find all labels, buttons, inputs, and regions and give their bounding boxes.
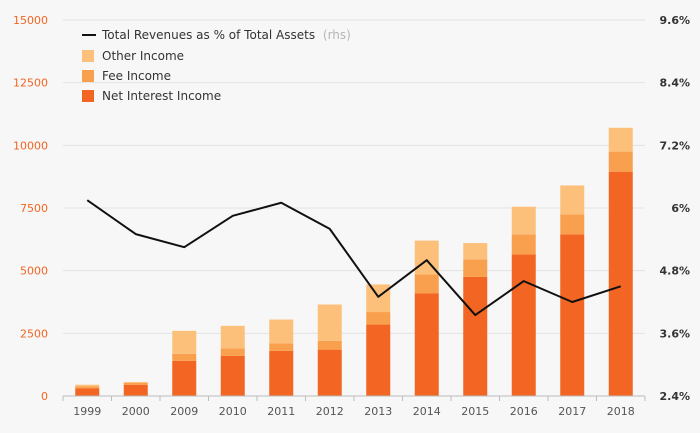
bar-other-income bbox=[511, 206, 536, 235]
grid-lines bbox=[63, 19, 645, 334]
bar-other-income bbox=[317, 304, 342, 341]
bar-fee-income bbox=[317, 340, 342, 350]
right-tick-label: 4.8% bbox=[659, 265, 690, 278]
bar-net-interest-income bbox=[269, 350, 294, 396]
bar-other-income bbox=[269, 319, 294, 344]
bar-net-interest-income bbox=[511, 254, 536, 396]
legend-swatch-other-income bbox=[82, 50, 94, 62]
bar-net-interest-income bbox=[172, 360, 197, 396]
left-tick-label: 12500 bbox=[13, 77, 48, 90]
x-tick-label: 1999 bbox=[73, 405, 101, 418]
bar-fee-income bbox=[560, 214, 585, 235]
bar-other-income bbox=[463, 243, 488, 260]
bar-other-income bbox=[366, 284, 391, 313]
right-tick-label: 7.2% bbox=[659, 139, 690, 152]
bar-net-interest-income bbox=[560, 234, 585, 396]
right-tick-label: 8.4% bbox=[659, 77, 690, 90]
bar-other-income bbox=[608, 127, 633, 152]
bar-other-income bbox=[172, 330, 197, 354]
x-tick-label: 2017 bbox=[558, 405, 586, 418]
legend-label-other-income: Other Income bbox=[102, 49, 184, 63]
line-series bbox=[86, 199, 622, 317]
bar-net-interest-income bbox=[75, 388, 100, 396]
x-tick-label: 2011 bbox=[267, 405, 295, 418]
x-tick-label: 2013 bbox=[364, 405, 392, 418]
legend: Total Revenues as % of Total Assets (rhs… bbox=[82, 28, 351, 103]
right-tick-label: 3.6% bbox=[659, 327, 690, 340]
bar-other-income bbox=[560, 185, 585, 215]
right-axis: 2.4% 3.6% 4.8% 6% 7.2% 8.4% 9.6% bbox=[659, 14, 690, 403]
x-axis: 1999 2000 2009 2010 2011 2012 2013 2014 2015 2016… bbox=[62, 395, 646, 418]
right-tick-label: 9.6% bbox=[659, 14, 690, 27]
bar-fee-income bbox=[608, 151, 633, 172]
bar-fee-income bbox=[75, 386, 100, 389]
legend-swatch-fee-income bbox=[82, 70, 94, 82]
bar-fee-income bbox=[366, 312, 391, 325]
right-tick-label: 2.4% bbox=[659, 390, 690, 403]
bar-net-interest-income bbox=[123, 384, 148, 396]
bar-other-income bbox=[123, 381, 148, 383]
bar-fee-income bbox=[414, 274, 439, 294]
bar-net-interest-income bbox=[366, 324, 391, 396]
left-tick-label: 10000 bbox=[13, 139, 48, 152]
legend-label-net-interest-income: Net Interest Income bbox=[102, 89, 221, 103]
left-tick-label: 7500 bbox=[20, 202, 48, 215]
legend-swatch-net-interest-income bbox=[82, 90, 94, 102]
right-tick-label: 6% bbox=[671, 202, 690, 215]
x-tick-label: 2009 bbox=[170, 405, 198, 418]
bar-fee-income bbox=[511, 234, 536, 255]
left-tick-label: 0 bbox=[41, 390, 48, 403]
bar-fee-income bbox=[463, 259, 488, 277]
bar-net-interest-income bbox=[414, 293, 439, 396]
bar-other-income bbox=[75, 384, 100, 387]
bar-fee-income bbox=[220, 348, 245, 356]
bar-series bbox=[75, 127, 633, 396]
x-tick-label: 2012 bbox=[316, 405, 344, 418]
left-tick-label: 2500 bbox=[20, 327, 48, 340]
revenue-ratio-line bbox=[86, 199, 622, 317]
legend-line-label: Total Revenues as % of Total Assets (rhs… bbox=[101, 28, 351, 42]
bar-net-interest-income bbox=[608, 171, 633, 396]
x-tick-label: 2016 bbox=[510, 405, 538, 418]
bar-net-interest-income bbox=[220, 355, 245, 396]
bar-fee-income bbox=[123, 382, 148, 385]
x-tick-label: 2015 bbox=[461, 405, 489, 418]
left-tick-label: 5000 bbox=[20, 265, 48, 278]
bar-fee-income bbox=[172, 353, 197, 361]
left-axis: 0 2500 5000 7500 10000 12500 15000 bbox=[13, 14, 48, 403]
x-tick-label: 2014 bbox=[413, 405, 441, 418]
legend-label-fee-income: Fee Income bbox=[102, 69, 171, 83]
bar-fee-income bbox=[269, 343, 294, 351]
left-tick-label: 15000 bbox=[13, 14, 48, 27]
bar-other-income bbox=[220, 325, 245, 349]
bar-net-interest-income bbox=[317, 349, 342, 396]
bar-net-interest-income bbox=[463, 276, 488, 396]
x-tick-label: 2000 bbox=[122, 405, 150, 418]
x-tick-label: 2018 bbox=[607, 405, 635, 418]
x-tick-label: 2010 bbox=[219, 405, 247, 418]
